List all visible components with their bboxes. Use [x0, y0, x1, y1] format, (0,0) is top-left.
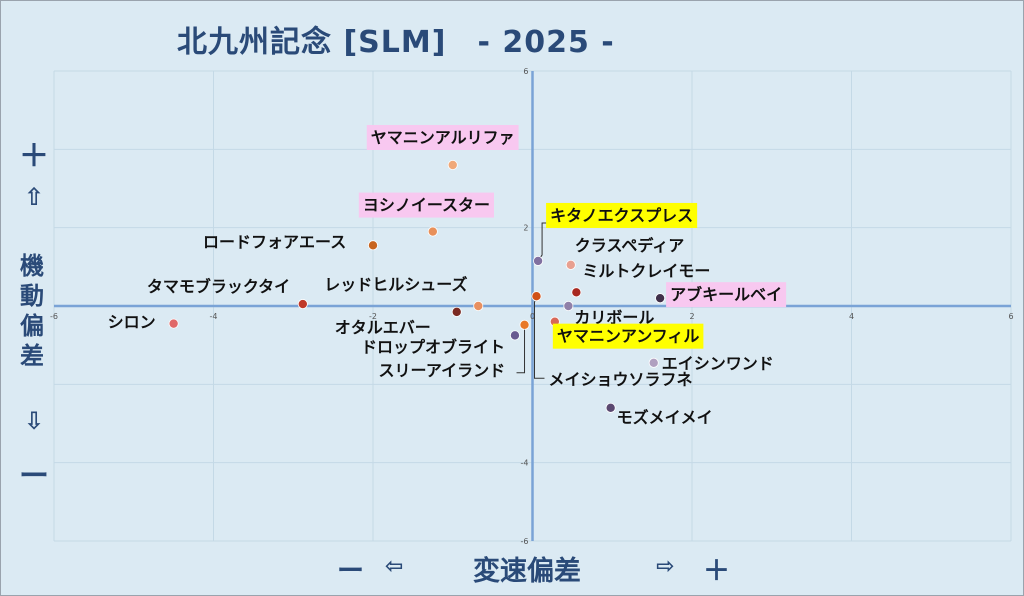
point-label: ミルトクレイモー [582, 261, 710, 280]
point-label: モズメイメイ [617, 408, 713, 427]
x-axis-label: 変速偏差 [473, 556, 581, 587]
y-axis-label: 機動偏差 [20, 252, 44, 370]
chart-title: 北九州記念 [SLM] - 2025 - [177, 25, 615, 60]
point-label: アブキールベイ [670, 285, 782, 304]
leader-line [533, 296, 545, 379]
label-highlight [546, 202, 698, 228]
x-tick-label: 2 [689, 312, 694, 321]
point-label: ドロップオブライト [361, 337, 505, 356]
point-label: スリーアイランド [379, 361, 506, 380]
right-arrow-icon: ⇨ [656, 554, 675, 579]
point-label: ヨシノイースター [363, 196, 490, 215]
x-minus-sign: ー [337, 556, 364, 587]
data-point [571, 287, 582, 298]
point-label: カリボール [574, 308, 654, 327]
data-point [473, 300, 484, 311]
data-point [533, 255, 544, 266]
data-point [367, 240, 378, 251]
up-arrow-icon: ⇧ [23, 183, 45, 211]
point-label: クラスペディア [575, 236, 684, 255]
left-arrow-icon: ⇦ [385, 554, 404, 579]
data-point [531, 291, 542, 302]
point-label: ヤマニンアンフィル [557, 327, 700, 346]
down-arrow-icon: ⇩ [23, 407, 45, 435]
data-point [297, 299, 308, 310]
point-label: オタルエバー [335, 318, 431, 337]
data-point [563, 300, 574, 311]
point-label: エイシンワンド [662, 354, 774, 373]
label-highlight [666, 282, 787, 308]
x-tick-label: -4 [210, 312, 218, 321]
point-label: ロードフォアエース [203, 232, 346, 251]
label-highlight [552, 323, 704, 349]
data-point [168, 318, 179, 329]
data-point [447, 159, 458, 170]
x-tick-label: -6 [50, 312, 58, 321]
data-point [427, 226, 438, 237]
data-point [565, 259, 576, 270]
label-highlight [366, 125, 519, 150]
point-label: メイショウソラフネ [548, 370, 692, 389]
data-point [509, 330, 520, 341]
x-tick-label: 0 [530, 312, 535, 321]
x-tick-label: 6 [1008, 312, 1013, 321]
label-highlight [358, 192, 495, 218]
point-label: ヤマニンアルリファ [371, 128, 515, 147]
y-tick-label: 2 [523, 224, 528, 233]
y-tick-label: 6 [523, 67, 528, 76]
y-tick-label: -4 [521, 459, 529, 468]
point-label: タマモブラックタイ [147, 277, 290, 296]
y-tick-label: -6 [521, 537, 529, 546]
x-tick-label: 4 [849, 312, 854, 321]
data-point [648, 357, 659, 368]
data-point [451, 306, 462, 317]
point-label: キタノエクスプレス [550, 206, 693, 225]
point-label: シロン [108, 313, 156, 332]
x-tick-label: -2 [369, 312, 377, 321]
data-point [519, 319, 530, 330]
leader-line [537, 222, 549, 262]
y-plus-sign: ＋ [19, 139, 49, 174]
data-point [605, 402, 616, 413]
data-point [655, 293, 666, 304]
y-minus-sign: ー [19, 459, 49, 494]
point-label: レッドヒルシューズ [324, 275, 467, 294]
x-plus-sign: ＋ [703, 556, 730, 587]
